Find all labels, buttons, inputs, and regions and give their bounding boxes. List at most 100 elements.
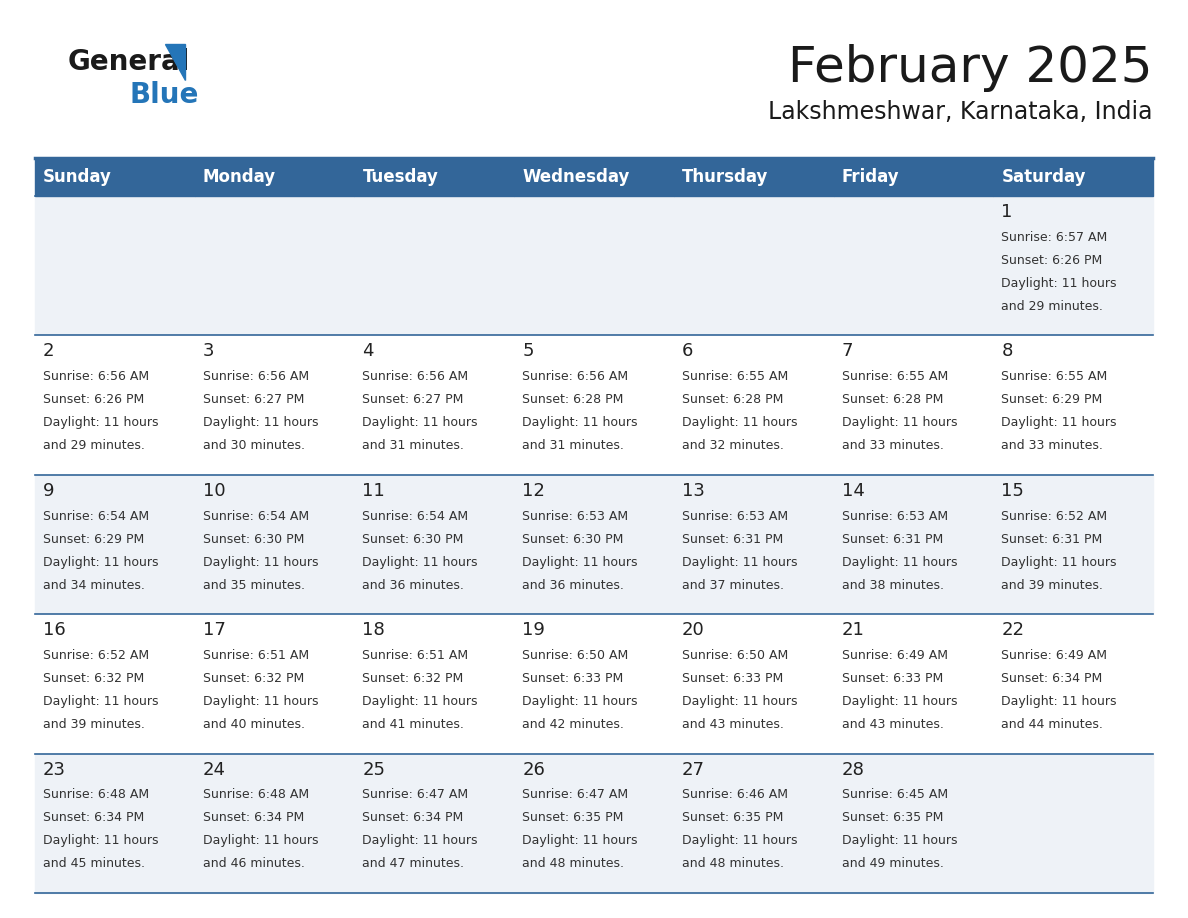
Bar — [834, 475, 993, 614]
Text: 8: 8 — [1001, 342, 1012, 361]
Bar — [834, 158, 993, 196]
Text: and 43 minutes.: and 43 minutes. — [841, 718, 943, 731]
Text: Sunrise: 6:48 AM: Sunrise: 6:48 AM — [43, 789, 150, 801]
Bar — [354, 475, 514, 614]
Text: Daylight: 11 hours: Daylight: 11 hours — [682, 555, 797, 568]
Text: Daylight: 11 hours: Daylight: 11 hours — [523, 555, 638, 568]
Bar — [674, 196, 834, 335]
Bar — [195, 335, 354, 475]
Text: Sunset: 6:32 PM: Sunset: 6:32 PM — [203, 672, 304, 685]
Text: Sunset: 6:28 PM: Sunset: 6:28 PM — [682, 393, 783, 407]
Text: Sunrise: 6:54 AM: Sunrise: 6:54 AM — [43, 509, 150, 522]
Bar — [993, 335, 1154, 475]
Text: Sunrise: 6:45 AM: Sunrise: 6:45 AM — [841, 789, 948, 801]
Text: Sunset: 6:26 PM: Sunset: 6:26 PM — [1001, 254, 1102, 267]
Text: Friday: Friday — [841, 168, 899, 186]
Bar — [514, 335, 674, 475]
Text: 22: 22 — [1001, 621, 1024, 639]
Text: Sunrise: 6:53 AM: Sunrise: 6:53 AM — [682, 509, 788, 522]
Text: Sunset: 6:30 PM: Sunset: 6:30 PM — [523, 532, 624, 545]
Text: Daylight: 11 hours: Daylight: 11 hours — [682, 695, 797, 708]
Text: and 36 minutes.: and 36 minutes. — [523, 578, 624, 591]
Text: Daylight: 11 hours: Daylight: 11 hours — [841, 416, 958, 430]
Bar — [354, 158, 514, 196]
Text: Daylight: 11 hours: Daylight: 11 hours — [362, 695, 478, 708]
Bar — [354, 196, 514, 335]
Text: 12: 12 — [523, 482, 545, 499]
Text: Daylight: 11 hours: Daylight: 11 hours — [362, 834, 478, 847]
Text: Sunset: 6:27 PM: Sunset: 6:27 PM — [203, 393, 304, 407]
Text: Daylight: 11 hours: Daylight: 11 hours — [203, 834, 318, 847]
Text: and 45 minutes.: and 45 minutes. — [43, 857, 145, 870]
Text: Daylight: 11 hours: Daylight: 11 hours — [1001, 555, 1117, 568]
Text: Lakshmeshwar, Karnataka, India: Lakshmeshwar, Karnataka, India — [769, 100, 1154, 124]
Text: Sunrise: 6:56 AM: Sunrise: 6:56 AM — [203, 370, 309, 383]
Text: 24: 24 — [203, 761, 226, 778]
Text: Sunrise: 6:47 AM: Sunrise: 6:47 AM — [523, 789, 628, 801]
Text: Daylight: 11 hours: Daylight: 11 hours — [682, 834, 797, 847]
Text: Daylight: 11 hours: Daylight: 11 hours — [1001, 695, 1117, 708]
Text: Sunset: 6:35 PM: Sunset: 6:35 PM — [841, 812, 943, 824]
Text: and 44 minutes.: and 44 minutes. — [1001, 718, 1104, 731]
Bar — [514, 158, 674, 196]
Bar — [34, 335, 195, 475]
Text: Tuesday: Tuesday — [362, 168, 438, 186]
Bar — [354, 754, 514, 893]
Bar — [195, 614, 354, 754]
Text: 19: 19 — [523, 621, 545, 639]
Text: Sunrise: 6:48 AM: Sunrise: 6:48 AM — [203, 789, 309, 801]
Text: Sunrise: 6:51 AM: Sunrise: 6:51 AM — [362, 649, 468, 662]
Text: Sunset: 6:27 PM: Sunset: 6:27 PM — [362, 393, 463, 407]
Text: Saturday: Saturday — [1001, 168, 1086, 186]
Text: Daylight: 11 hours: Daylight: 11 hours — [1001, 277, 1117, 290]
Text: Sunset: 6:33 PM: Sunset: 6:33 PM — [841, 672, 943, 685]
Text: 14: 14 — [841, 482, 865, 499]
Text: 17: 17 — [203, 621, 226, 639]
Text: 28: 28 — [841, 761, 865, 778]
Text: Sunset: 6:33 PM: Sunset: 6:33 PM — [682, 672, 783, 685]
Text: Sunset: 6:31 PM: Sunset: 6:31 PM — [1001, 532, 1102, 545]
Text: Daylight: 11 hours: Daylight: 11 hours — [43, 695, 158, 708]
Text: 3: 3 — [203, 342, 214, 361]
Bar — [993, 614, 1154, 754]
Text: and 31 minutes.: and 31 minutes. — [523, 439, 624, 453]
Text: and 47 minutes.: and 47 minutes. — [362, 857, 465, 870]
Bar — [834, 335, 993, 475]
Text: Daylight: 11 hours: Daylight: 11 hours — [362, 555, 478, 568]
Text: Sunrise: 6:50 AM: Sunrise: 6:50 AM — [682, 649, 788, 662]
Text: Sunrise: 6:56 AM: Sunrise: 6:56 AM — [362, 370, 468, 383]
Text: Sunset: 6:34 PM: Sunset: 6:34 PM — [362, 812, 463, 824]
Text: and 43 minutes.: and 43 minutes. — [682, 718, 784, 731]
Text: Daylight: 11 hours: Daylight: 11 hours — [43, 555, 158, 568]
Text: Daylight: 11 hours: Daylight: 11 hours — [203, 695, 318, 708]
Bar — [195, 475, 354, 614]
Text: Sunset: 6:31 PM: Sunset: 6:31 PM — [841, 532, 943, 545]
Text: 25: 25 — [362, 761, 385, 778]
Bar — [354, 614, 514, 754]
Text: and 41 minutes.: and 41 minutes. — [362, 718, 465, 731]
Text: Sunrise: 6:47 AM: Sunrise: 6:47 AM — [362, 789, 468, 801]
Text: Sunset: 6:32 PM: Sunset: 6:32 PM — [362, 672, 463, 685]
Text: Sunrise: 6:52 AM: Sunrise: 6:52 AM — [43, 649, 150, 662]
Text: Sunset: 6:33 PM: Sunset: 6:33 PM — [523, 672, 624, 685]
Text: Sunday: Sunday — [43, 168, 112, 186]
Text: Daylight: 11 hours: Daylight: 11 hours — [43, 834, 158, 847]
Text: and 46 minutes.: and 46 minutes. — [203, 857, 304, 870]
Text: and 39 minutes.: and 39 minutes. — [1001, 578, 1104, 591]
Text: and 39 minutes.: and 39 minutes. — [43, 718, 145, 731]
Text: and 48 minutes.: and 48 minutes. — [523, 857, 624, 870]
Text: Sunrise: 6:55 AM: Sunrise: 6:55 AM — [841, 370, 948, 383]
Text: 26: 26 — [523, 761, 545, 778]
Text: Sunset: 6:28 PM: Sunset: 6:28 PM — [841, 393, 943, 407]
Text: Sunrise: 6:51 AM: Sunrise: 6:51 AM — [203, 649, 309, 662]
Text: Monday: Monday — [203, 168, 276, 186]
Bar — [674, 158, 834, 196]
Text: 23: 23 — [43, 761, 67, 778]
Text: Wednesday: Wednesday — [523, 168, 630, 186]
Text: and 36 minutes.: and 36 minutes. — [362, 578, 465, 591]
Text: Sunrise: 6:55 AM: Sunrise: 6:55 AM — [1001, 370, 1107, 383]
Text: Sunset: 6:26 PM: Sunset: 6:26 PM — [43, 393, 144, 407]
Text: Sunrise: 6:53 AM: Sunrise: 6:53 AM — [523, 509, 628, 522]
Text: 4: 4 — [362, 342, 374, 361]
Text: 1: 1 — [1001, 203, 1012, 221]
